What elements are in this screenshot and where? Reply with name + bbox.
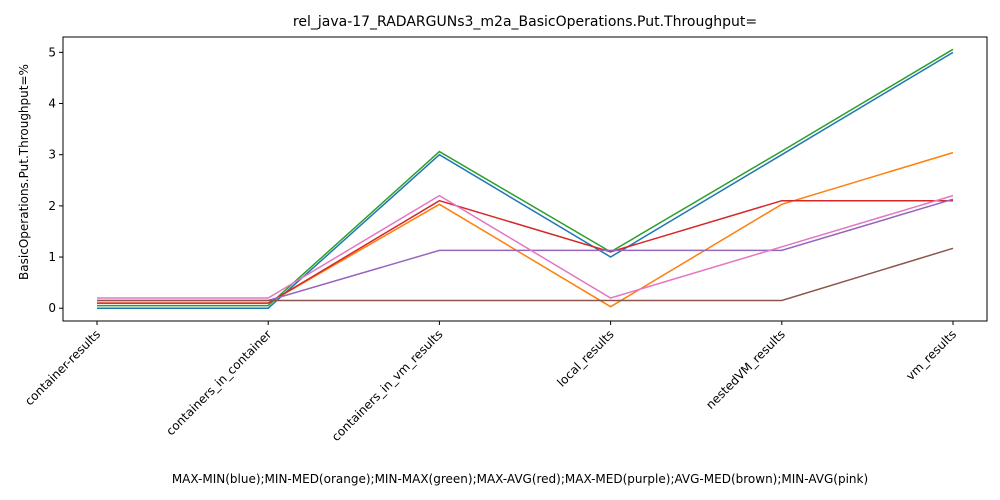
x-tick-label: containers_in_container xyxy=(163,327,274,438)
series-layer xyxy=(97,48,954,309)
y-tick-label: 3 xyxy=(48,148,56,162)
y-tick-label: 2 xyxy=(48,199,56,213)
series-line-3 xyxy=(97,48,954,307)
y-tick-label: 4 xyxy=(48,97,56,111)
x-tick-label: vm_results xyxy=(903,327,959,383)
chart-title: rel_java-17_RADARGUNs3_m2a_BasicOperatio… xyxy=(293,14,757,30)
x-tick-label: nestedVM_results xyxy=(703,327,788,412)
series-line-2 xyxy=(97,151,954,308)
y-tick-label: 0 xyxy=(48,301,56,315)
axes-layer: 0 1 2 3 4 5 container-results containers_in_con… xyxy=(22,36,988,444)
series-line-5 xyxy=(97,198,954,302)
y-tick-label: 1 xyxy=(48,250,56,264)
y-tick-label: 5 xyxy=(48,45,56,59)
plot-frame xyxy=(62,36,988,322)
y-axis-label: BasicOperations.Put.Throughput=% xyxy=(17,64,31,280)
series-line-1 xyxy=(97,51,954,309)
x-tick-label: local_results xyxy=(554,327,616,389)
x-tick-label: container-results xyxy=(22,327,103,408)
x-axis-label: MAX-MIN(blue);MIN-MED(orange);MIN-MAX(gr… xyxy=(172,472,868,486)
series-line-4 xyxy=(97,199,953,304)
series-line-6 xyxy=(97,247,954,302)
series-line-7 xyxy=(97,194,954,299)
x-tick-label: containers_in_vm_results xyxy=(329,327,446,444)
